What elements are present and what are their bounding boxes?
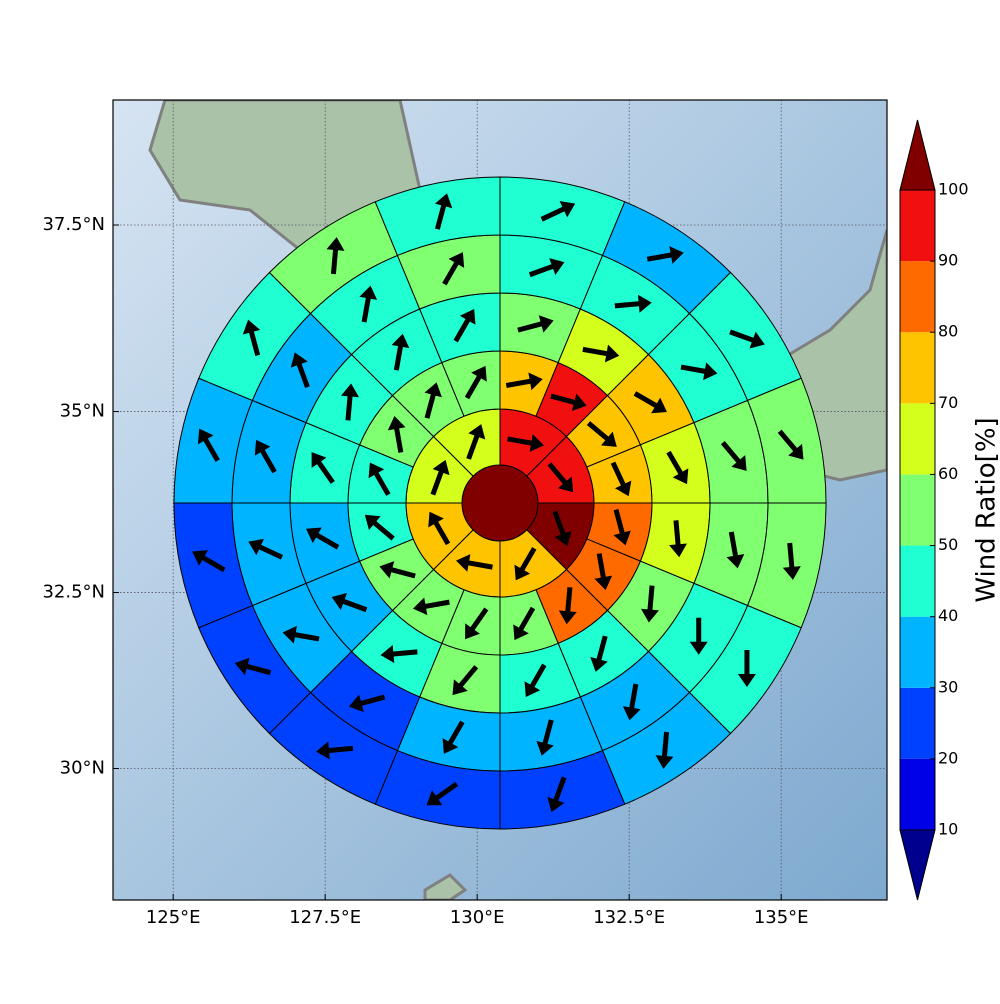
y-tick-label: 32.5°N	[42, 582, 105, 603]
y-tick-label: 30°N	[60, 758, 105, 779]
colorbar-bin	[900, 474, 935, 545]
colorbar: 10 20 30 40 50 60 70 80 90 100	[900, 120, 969, 900]
colorbar-bin	[900, 546, 935, 617]
colorbar-bin	[900, 688, 935, 759]
colorbar-tick-label: 80	[938, 322, 958, 341]
sectors	[174, 177, 826, 829]
x-tick-label: 130°E	[450, 907, 505, 928]
colorbar-tick-label: 10	[938, 820, 958, 839]
colorbar-bin	[900, 332, 935, 403]
y-tick-label: 37.5°N	[42, 214, 105, 235]
colorbar-bin	[900, 261, 935, 332]
colorbar-tick-label: 40	[938, 606, 958, 625]
colorbar-bin	[900, 759, 935, 830]
colorbar-tick-label: 70	[938, 393, 958, 412]
colorbar-bin	[900, 190, 935, 261]
x-tick-label: 135°E	[754, 907, 809, 928]
colorbar-tick-label: 20	[938, 748, 958, 767]
colorbar-label: Wind Ratio[%]	[972, 417, 1000, 602]
colorbar-extend-low	[900, 830, 935, 900]
colorbar-bin	[900, 403, 935, 474]
colorbar-tick-label: 60	[938, 464, 958, 483]
colorbar-tick-label: 100	[938, 180, 969, 199]
colorbar-bin	[900, 617, 935, 688]
colorbar-extend-high	[900, 120, 935, 190]
colorbar-tick-label: 50	[938, 535, 958, 554]
x-tick-label: 125°E	[146, 907, 201, 928]
colorbar-tick-label: 30	[938, 677, 958, 696]
y-tick-label: 35°N	[60, 401, 105, 422]
colorbar-tick-label: 90	[938, 251, 958, 270]
x-tick-label: 127.5°E	[289, 907, 361, 928]
x-tick-label: 132.5°E	[593, 907, 665, 928]
